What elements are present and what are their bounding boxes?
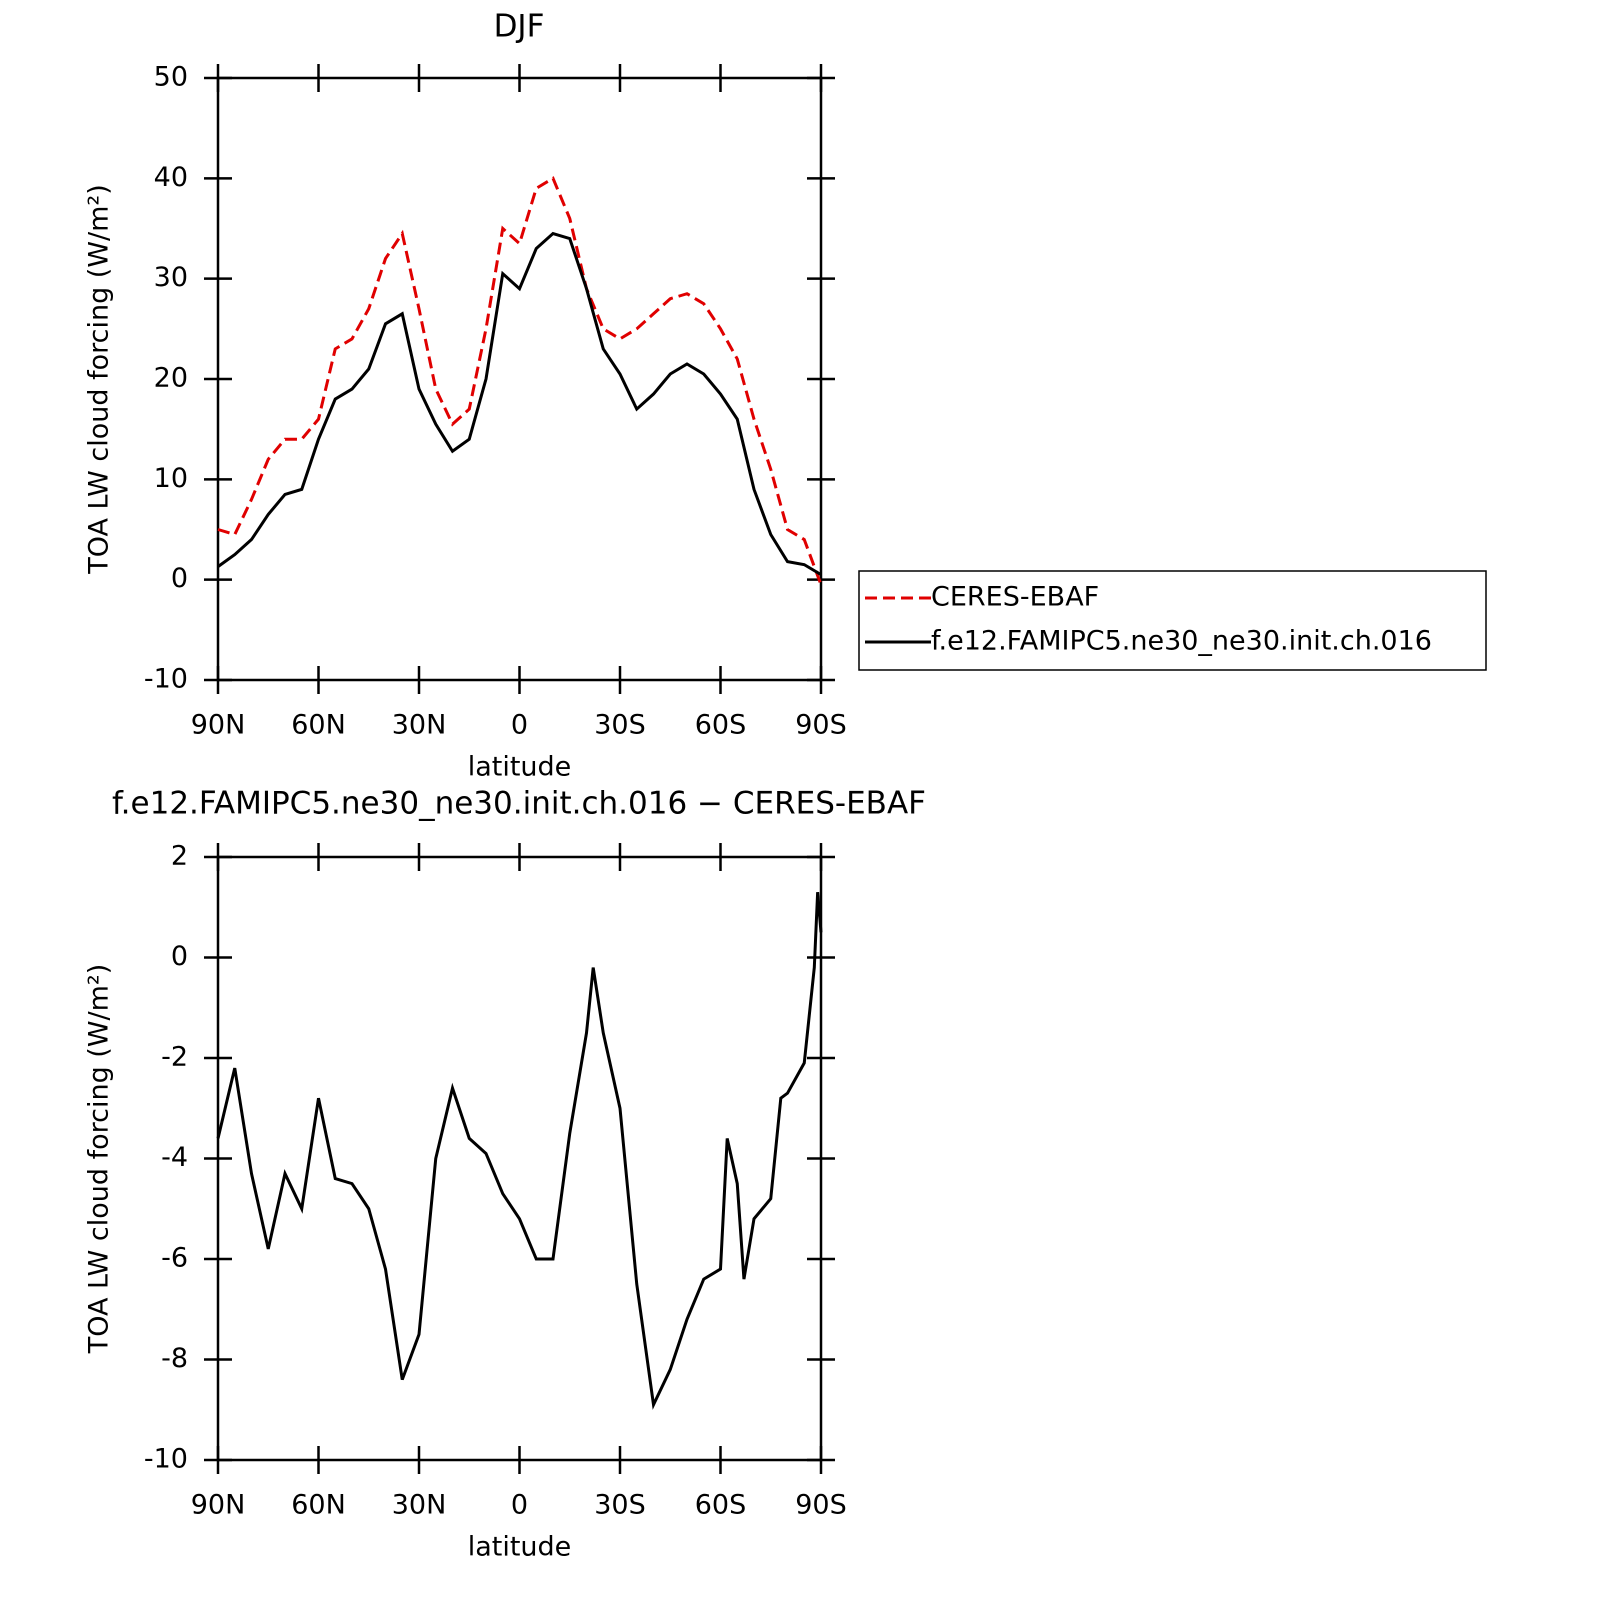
chart-title: DJF (494, 9, 545, 45)
y-tick-label: 0 (171, 941, 188, 972)
y-tick-label: 50 (154, 62, 188, 93)
x-axis-label: latitude (468, 752, 572, 783)
x-tick-label: 90N (191, 710, 246, 741)
y-tick-label: 10 (154, 463, 188, 494)
data-line (217, 231, 822, 576)
y-tick-label: -4 (161, 1142, 188, 1173)
x-tick-label: 0 (511, 710, 528, 741)
x-axis-label: latitude (468, 1532, 572, 1563)
y-axis-label: TOA LW cloud forcing (W/m²) (84, 964, 115, 1355)
x-tick-label: 90S (795, 710, 847, 741)
x-tick-label: 30N (392, 1490, 447, 1521)
x-tick-label: 60S (695, 1490, 747, 1521)
y-tick-label: 2 (171, 841, 188, 872)
y-tick-label: 0 (171, 563, 188, 594)
data-line (216, 892, 823, 1410)
x-tick-label: 90S (795, 1490, 847, 1521)
x-tick-label: 60S (695, 710, 747, 741)
x-tick-label: 30S (594, 1490, 646, 1521)
y-axis-label: TOA LW cloud forcing (W/m²) (84, 184, 115, 575)
x-tick-label: 60N (291, 1490, 346, 1521)
chart-title: f.e12.FAMIPC5.ne30_ne30.init.ch.016 − CE… (112, 786, 926, 822)
x-tick-label: 30S (594, 710, 646, 741)
y-tick-label: -10 (144, 1444, 188, 1475)
y-tick-label: -6 (161, 1243, 188, 1274)
y-tick-label: -10 (144, 664, 188, 695)
plot-frame (216, 76, 823, 682)
x-tick-label: 0 (511, 1490, 528, 1521)
data-line (217, 176, 823, 586)
legend-label: CERES-EBAF (931, 582, 1099, 613)
legend-label: f.e12.FAMIPC5.ne30_ne30.init.ch.016 (931, 626, 1432, 657)
x-tick-label: 30N (392, 710, 447, 741)
y-tick-label: -2 (161, 1042, 188, 1073)
y-tick-label: 20 (154, 363, 188, 394)
x-tick-label: 90N (191, 1490, 246, 1521)
y-tick-label: 40 (154, 162, 188, 193)
y-tick-label: -8 (161, 1343, 188, 1374)
legend-box (858, 570, 1487, 671)
y-tick-label: 30 (154, 262, 188, 293)
x-tick-label: 60N (291, 710, 346, 741)
